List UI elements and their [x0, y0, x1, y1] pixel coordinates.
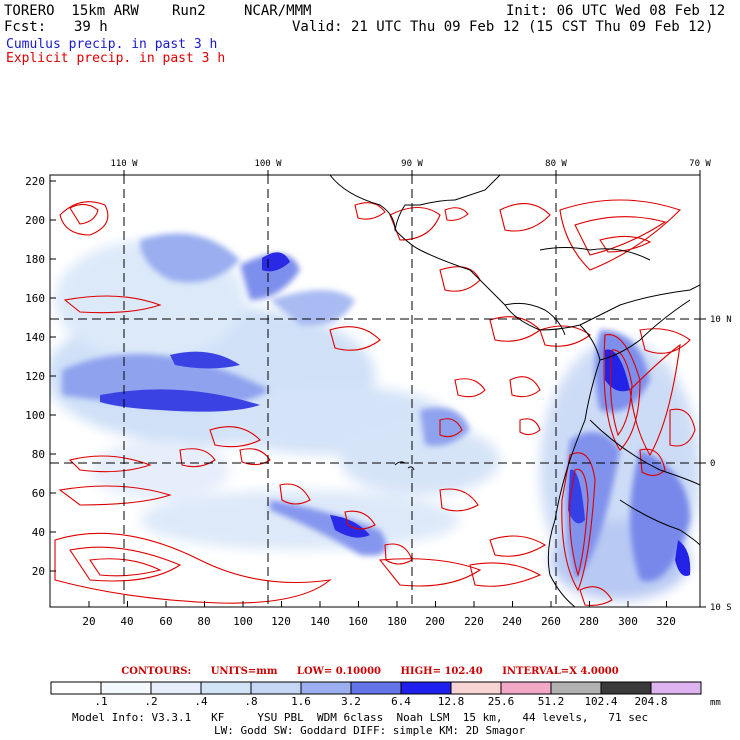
left-axis: 220 200 180 160 140 120 100 80 60 40 20 — [25, 175, 45, 578]
right-axis-label: 10 N — [710, 315, 732, 325]
colorbar-label: 25.6 — [488, 695, 515, 708]
left-axis-label: 80 — [32, 448, 45, 461]
heavy-precip-cores — [100, 252, 691, 576]
contours-low: LOW= 0.10000 — [296, 666, 381, 677]
colorbar-label: 12.8 — [438, 695, 465, 708]
colorbar-swatch — [500, 681, 552, 695]
axis-ticks — [50, 170, 706, 608]
colorbar-labels: .1 .2 .4 .8 1.6 3.2 6.4 12.8 25.6 51.2 1… — [94, 695, 667, 708]
top-axis-label: 100 W — [254, 159, 282, 169]
run-label: Run2 — [172, 3, 206, 19]
bottom-axis-label: 200 — [425, 615, 445, 628]
colorbar-swatch — [350, 681, 402, 695]
explicit-precip-contours — [54, 199, 696, 606]
contours-label: CONTOURS: — [121, 666, 192, 677]
bottom-axis: 20 40 60 80 100 120 140 160 180 200 220 … — [82, 615, 676, 628]
colorbar-swatch — [450, 681, 502, 695]
colorbar-swatch — [250, 681, 302, 695]
explicit-field-label: Explicit precip. in past 3 h — [6, 51, 226, 66]
left-axis-label: 60 — [32, 487, 45, 500]
bottom-axis-label: 160 — [348, 615, 368, 628]
left-axis-label: 180 — [25, 253, 45, 266]
colorbar-swatch — [650, 681, 702, 695]
right-axis-label: 10 S — [710, 603, 732, 613]
colorbar-label: .2 — [144, 695, 157, 708]
bottom-axis-label: 220 — [464, 615, 484, 628]
top-axis-label: 80 W — [545, 159, 567, 169]
bottom-axis-label: 80 — [197, 615, 210, 628]
bottom-axis-label: 100 — [233, 615, 253, 628]
left-axis-label: 140 — [25, 331, 45, 344]
colorbar-label: .4 — [194, 695, 208, 708]
coastlines — [329, 175, 700, 607]
colorbar — [50, 681, 702, 695]
cumulus-field-label: Cumulus precip. in past 3 h — [6, 37, 218, 52]
bottom-axis-label: 120 — [271, 615, 291, 628]
bottom-axis-label: 320 — [656, 615, 676, 628]
contours-high: HIGH= 102.40 — [400, 666, 483, 677]
contours-units: UNITS=mm — [210, 666, 278, 677]
left-axis-label: 100 — [25, 409, 45, 422]
bottom-axis-label: 140 — [310, 615, 330, 628]
model-info-line2: LW: Godd SW: Goddard DIFF: simple KM: 2D… — [214, 724, 526, 737]
forecast-label: Fcst: — [4, 19, 47, 35]
colorbar-swatch — [200, 681, 252, 695]
bottom-axis-label: 20 — [82, 615, 95, 628]
left-axis-label: 160 — [25, 292, 45, 305]
colorbar-swatch — [600, 681, 652, 695]
colorbar-label: 1.6 — [291, 695, 311, 708]
lat-lon-grid — [50, 175, 700, 607]
bottom-axis-label: 60 — [159, 615, 172, 628]
bottom-axis-label: 280 — [579, 615, 599, 628]
right-axis: 10 N 0 10 S — [710, 315, 732, 613]
forecast-hours: 39 h — [74, 19, 108, 35]
valid-time: Valid: 21 UTC Thu 09 Feb 12 (15 CST Thu … — [292, 19, 714, 35]
bottom-axis-label: 260 — [541, 615, 561, 628]
left-axis-label: 40 — [32, 526, 45, 539]
org-label: NCAR/MMM — [244, 3, 312, 19]
colorbar-label: .1 — [94, 695, 107, 708]
colorbar-swatch — [550, 681, 602, 695]
init-time: Init: 06 UTC Wed 08 Feb 12 — [506, 3, 726, 19]
bottom-axis-label: 240 — [502, 615, 522, 628]
left-axis-label: 120 — [25, 370, 45, 383]
contours-interval: INTERVAL=X 4.0000 — [502, 666, 619, 677]
model-info-line1: Model Info: V3.3.1 KF YSU PBL WDM 6class… — [72, 711, 649, 724]
top-axis: 110 W 100 W 90 W 80 W 70 W — [110, 159, 711, 169]
map-frame — [49, 174, 701, 608]
colorbar-label: 204.8 — [634, 695, 667, 708]
right-axis-label: 0 — [710, 459, 715, 469]
left-axis-label: 200 — [25, 214, 45, 227]
colorbar-swatch — [300, 681, 352, 695]
colorbar-label: 3.2 — [341, 695, 361, 708]
colorbar-label: 51.2 — [538, 695, 565, 708]
bottom-axis-label: 40 — [120, 615, 133, 628]
colorbar-swatch — [150, 681, 202, 695]
colorbar-label: .8 — [244, 695, 257, 708]
colorbar-units: mm — [710, 698, 721, 708]
model-title: TORERO 15km ARW — [4, 3, 139, 19]
colorbar-label: 6.4 — [391, 695, 411, 708]
cumulus-precip-field — [50, 233, 700, 600]
colorbar-label: 102.4 — [584, 695, 617, 708]
top-axis-label: 70 W — [689, 159, 711, 169]
colorbar-swatch — [400, 681, 452, 695]
bottom-axis-label: 180 — [387, 615, 407, 628]
colorbar-swatch — [100, 681, 152, 695]
left-axis-label: 20 — [32, 565, 45, 578]
top-axis-label: 90 W — [401, 159, 423, 169]
bottom-axis-label: 300 — [618, 615, 638, 628]
left-axis-label: 220 — [25, 175, 45, 188]
top-axis-label: 110 W — [110, 159, 138, 169]
contours-info: CONTOURS: UNITS=mm LOW= 0.10000 HIGH= 10… — [0, 666, 740, 677]
colorbar-swatch — [50, 681, 102, 695]
